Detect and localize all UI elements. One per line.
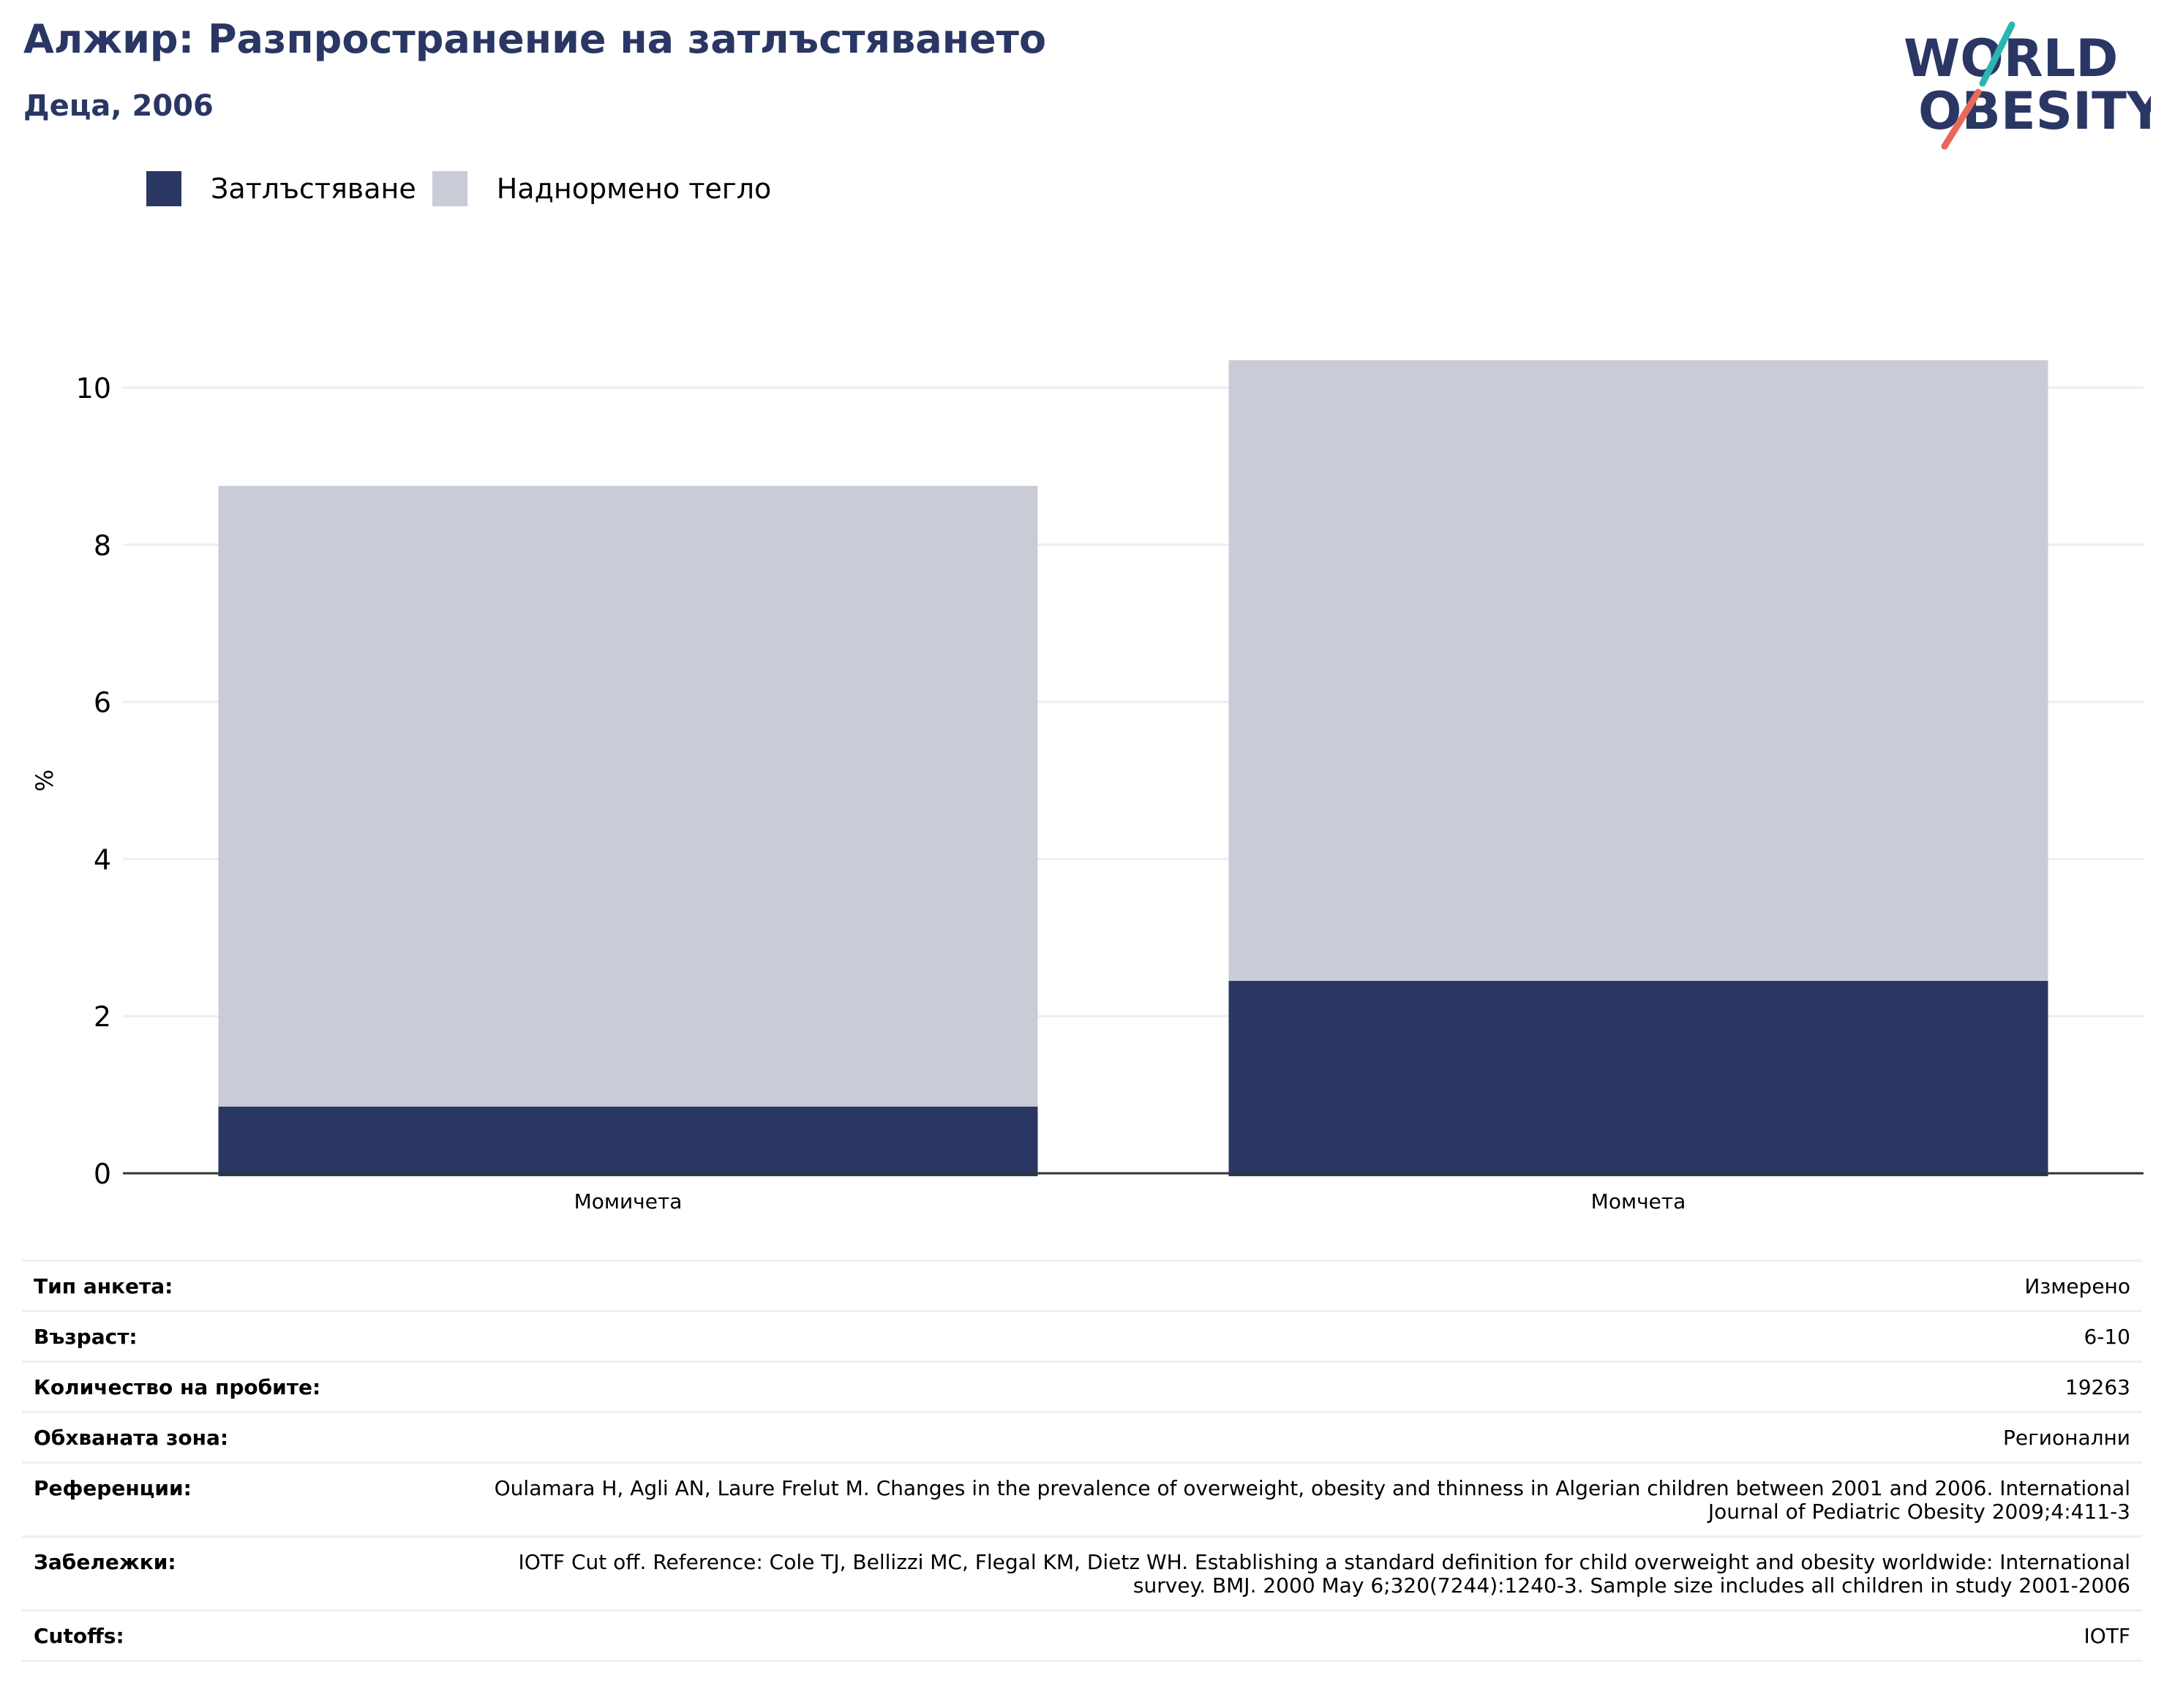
legend-swatch-obesity bbox=[146, 171, 181, 206]
info-label: Възраст: bbox=[34, 1325, 138, 1349]
info-label: Количество на пробите: bbox=[34, 1375, 321, 1399]
y-tick-label: 10 bbox=[76, 372, 111, 405]
info-value: Oulamara H, Agli AN, Laure Frelut M. Cha… bbox=[494, 1476, 2130, 1524]
info-label: Обхваната зона: bbox=[34, 1426, 229, 1450]
info-row-sample-size: Количество на пробите: 19263 bbox=[22, 1361, 2142, 1411]
info-row-notes: Забележки: IOTF Cut off. Reference: Cole… bbox=[22, 1535, 2142, 1609]
info-label: Забележки: bbox=[34, 1550, 176, 1574]
bar-obesity-1 bbox=[218, 1106, 1038, 1176]
info-value: 19263 bbox=[2065, 1375, 2130, 1399]
chart-legend: Затлъстяване Наднормено тегло bbox=[146, 167, 787, 211]
y-tick-label: 6 bbox=[94, 687, 111, 719]
y-tick-label: 8 bbox=[94, 530, 111, 562]
legend-swatch-overweight bbox=[432, 171, 467, 206]
info-row-references: Референции: Oulamara H, Agli AN, Laure F… bbox=[22, 1461, 2142, 1535]
world-obesity-logo: WORLD OBESITY bbox=[1904, 21, 2151, 150]
y-tick-label: 0 bbox=[94, 1158, 111, 1190]
info-label: Тип анкета: bbox=[34, 1274, 173, 1298]
info-value: Регионални bbox=[2002, 1426, 2130, 1450]
info-row-age: Възраст: 6-10 bbox=[22, 1310, 2142, 1361]
logo-slash-top bbox=[1979, 21, 2015, 87]
legend-item-obesity: Затлъстяване bbox=[146, 171, 416, 206]
legend-label-obesity: Затлъстяване bbox=[211, 173, 416, 205]
info-value: IOTF bbox=[2084, 1624, 2130, 1648]
info-row-area: Обхваната зона: Регионални bbox=[22, 1411, 2142, 1461]
y-axis-label: % bbox=[31, 770, 59, 791]
stacked-bar-chart: 0 2 4 6 8 10% Момичета Момчета bbox=[31, 360, 2144, 1214]
legend-label-overweight: Наднормено тегло bbox=[496, 173, 772, 205]
info-label: Референции: bbox=[34, 1476, 192, 1500]
info-row-cutoffs: Cutoffs: IOTF bbox=[22, 1609, 2142, 1662]
y-tick-label: 4 bbox=[94, 843, 111, 876]
logo-slash-bottom bbox=[1941, 89, 1982, 150]
bar-overweight-2 bbox=[1228, 360, 2048, 981]
info-label: Cutoffs: bbox=[34, 1624, 124, 1648]
x-tick-label: Момчета bbox=[1591, 1189, 1686, 1214]
y-tick-label: 2 bbox=[94, 1001, 111, 1033]
info-value: IOTF Cut off. Reference: Cole TJ, Belliz… bbox=[518, 1550, 2130, 1598]
bar-overweight-1 bbox=[218, 486, 1038, 1107]
bar-obesity-2 bbox=[1228, 980, 2048, 1176]
logo-line1: WORLD bbox=[1904, 29, 2118, 89]
survey-info-table: Тип анкета: Измерено Възраст: 6-10 Колич… bbox=[22, 1260, 2142, 1662]
x-tick-label: Момичета bbox=[574, 1189, 683, 1214]
info-row-survey-type: Тип анкета: Измерено bbox=[22, 1260, 2142, 1310]
info-value: Измерено bbox=[2024, 1274, 2130, 1298]
legend-item-overweight: Наднормено тегло bbox=[432, 171, 772, 206]
info-value: 6-10 bbox=[2084, 1325, 2130, 1349]
page-title: Алжир: Разпространение на затлъстяването bbox=[23, 16, 1047, 62]
page-subtitle: Деца, 2006 bbox=[23, 89, 214, 123]
